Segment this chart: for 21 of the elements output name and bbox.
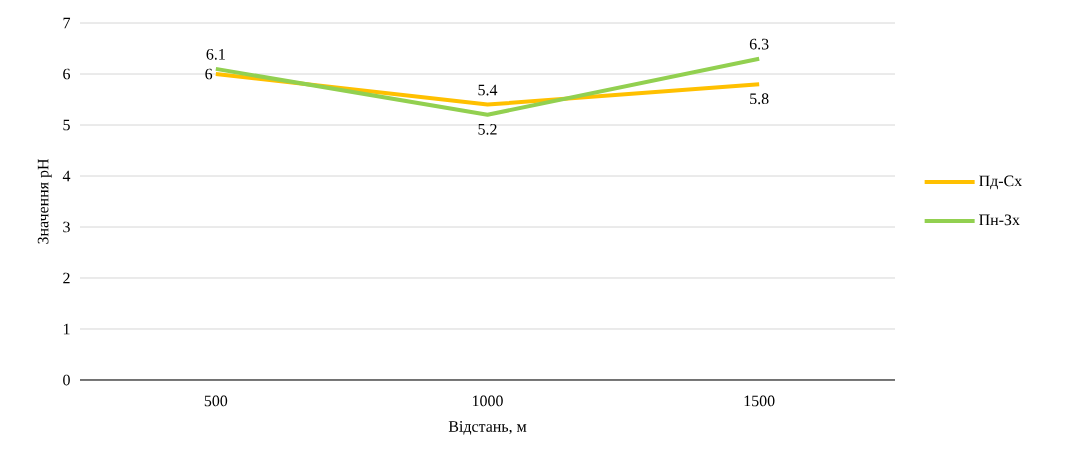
y-tick-label: 0: [63, 374, 70, 386]
x-tick-label: 1000: [472, 395, 503, 407]
data-label: 5.4: [478, 84, 498, 96]
y-axis-title: Значення pH: [37, 159, 52, 244]
x-tick-label: 500: [204, 395, 228, 407]
y-tick-label: 1: [63, 323, 70, 335]
data-label: 6: [205, 68, 213, 80]
legend-label: Пд-Сх: [979, 175, 1022, 190]
y-tick-label: 7: [63, 17, 71, 29]
y-tick-label: 3: [63, 221, 70, 233]
data-label: 5.8: [750, 93, 769, 105]
data-label: 6.3: [749, 38, 769, 50]
legend-label: Пн-Зх: [979, 214, 1020, 226]
x-axis-title: Відстань, м: [448, 421, 527, 435]
y-tick-label: 4: [62, 170, 71, 182]
y-tick-label: 6: [63, 68, 71, 80]
y-tick-label: 2: [63, 272, 70, 284]
data-label: 5.2: [478, 123, 497, 135]
x-tick-label: 1500: [744, 395, 775, 407]
data-label: 6.1: [206, 48, 225, 60]
y-tick-label: 5: [63, 119, 70, 131]
